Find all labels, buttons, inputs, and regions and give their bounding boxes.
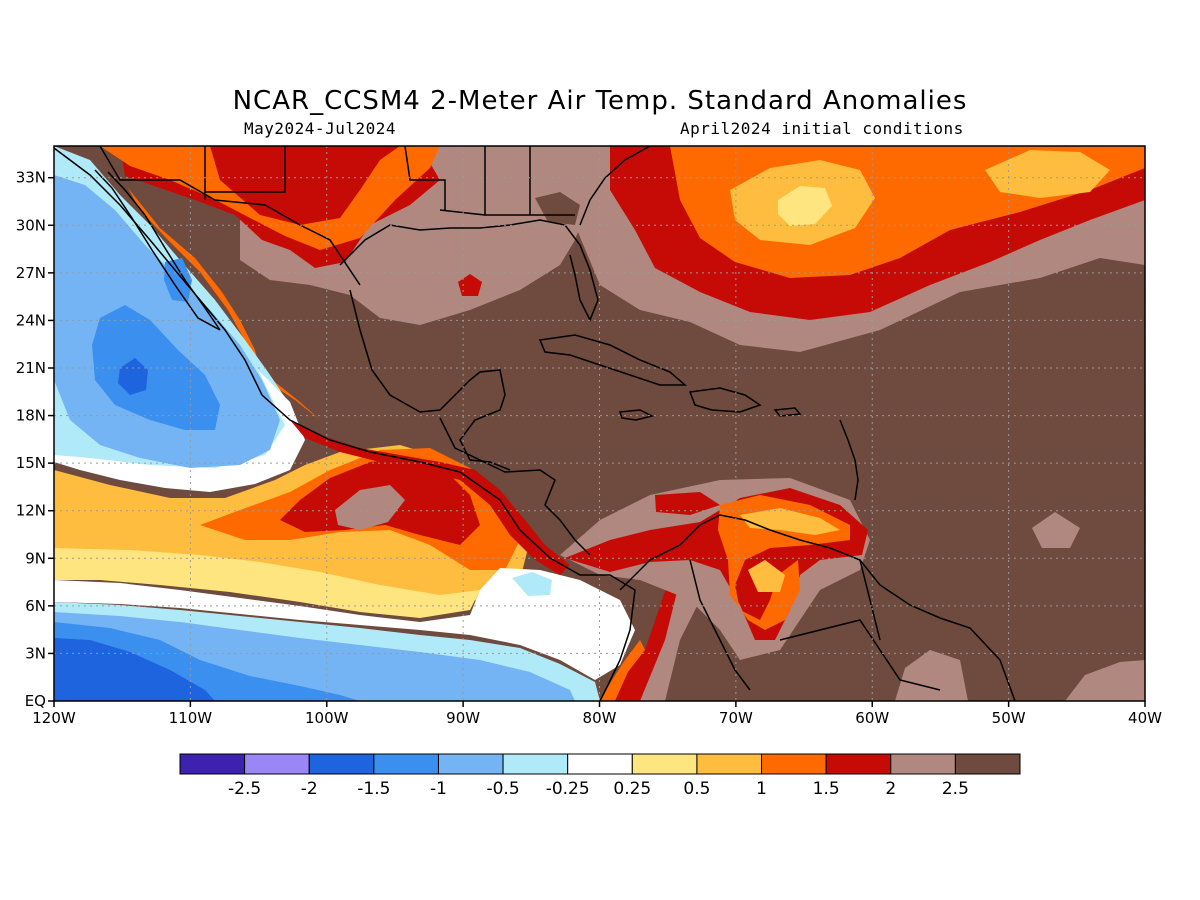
colorbar-label: -0.5 xyxy=(486,779,519,799)
forecast-period: May2024-Jul2024 xyxy=(244,119,396,138)
lat-tick-label: 3N xyxy=(25,644,46,662)
colorbar-swatch xyxy=(502,753,569,775)
nw-orange xyxy=(100,146,440,250)
colorbar-label: 0.5 xyxy=(683,779,710,799)
colorbar-label: 0.25 xyxy=(613,779,651,799)
lon-tick-label: 50W xyxy=(992,709,1026,727)
lat-tick-label: 9N xyxy=(25,549,46,567)
lon-tick-label: 80W xyxy=(583,709,617,727)
lon-tick-label: 110W xyxy=(169,709,213,727)
colorbar-label: -0.25 xyxy=(546,779,590,799)
colorbar-label: -2 xyxy=(301,779,318,799)
mexico-pacific-coast xyxy=(54,147,636,701)
lon-tick-label: 60W xyxy=(855,709,889,727)
cuba xyxy=(538,334,688,386)
guiana-light-brown xyxy=(895,512,1145,701)
lat-tick-label: 33N xyxy=(16,169,46,187)
colorbar-swatch xyxy=(437,753,504,775)
colombia-coast-warm xyxy=(600,640,645,701)
lon-tick-label: 120W xyxy=(32,709,76,727)
axis-ticks: 120W 110W 100W 90W 80W 70W 60W 50W 40W EQ 3N 6N 9N 12… xyxy=(16,169,1162,727)
lon-tick-label: 40W xyxy=(1128,709,1162,727)
colorbar-label: -1 xyxy=(430,779,447,799)
colorbar-swatch xyxy=(567,753,633,775)
lat-tick-label: EQ xyxy=(25,692,46,710)
gulf-red-spot xyxy=(458,274,482,296)
equator-white xyxy=(54,568,635,680)
lat-tick-label: 27N xyxy=(16,264,46,282)
hispaniola xyxy=(688,387,762,413)
pacific-deep-blue xyxy=(118,358,148,395)
lon-tick-label: 100W xyxy=(305,709,349,727)
colorbar-label: 2.5 xyxy=(942,779,969,799)
colorbar-label: 2 xyxy=(885,779,896,799)
colorbar: -2.5 -2 -1.5 -1 -0.5 -0.25 0.25 0.5 1 1.5 2 2.5 xyxy=(179,753,1021,799)
initial-conditions: April2024 initial conditions xyxy=(680,119,964,138)
etp-brown-core xyxy=(335,485,405,530)
lon-tick-label: 90W xyxy=(446,709,480,727)
lat-tick-label: 30N xyxy=(16,216,46,234)
equator-deep-blue xyxy=(54,638,215,701)
south-america-borders xyxy=(689,559,941,691)
us-gulf-coast xyxy=(339,219,599,322)
lat-tick-label: 24N xyxy=(16,311,46,329)
us-state-lines xyxy=(404,146,575,216)
colorbar-label: 1.5 xyxy=(813,779,840,799)
colorbar-label: -1.5 xyxy=(357,779,390,799)
colorbar-swatch xyxy=(825,753,892,775)
colorbar-swatch xyxy=(954,753,1021,775)
south-america-north-coast xyxy=(619,514,1016,701)
etp-light-yellow xyxy=(54,548,480,618)
us-atlantic-coast xyxy=(579,146,651,226)
atlantic-band-light-yellow xyxy=(778,186,832,226)
lat-tick-label: 12N xyxy=(16,502,46,520)
lon-tick-label: 70W xyxy=(719,709,753,727)
atlantic-band-yellow xyxy=(730,150,1110,245)
map-title: NCAR_CCSM4 2-Meter Air Temp. Standard An… xyxy=(232,86,968,116)
baja-california xyxy=(94,169,221,331)
colorbar-swatch xyxy=(308,753,375,775)
coastlines xyxy=(54,146,1016,701)
colorbar-swatch xyxy=(761,753,827,775)
colorbar-swatch xyxy=(631,753,698,775)
gulf-dark-patch xyxy=(535,192,580,225)
caribbean-yellow xyxy=(740,508,840,592)
colorbar-swatch xyxy=(373,753,439,775)
colorbar-label: -2.5 xyxy=(228,779,261,799)
gridlines xyxy=(54,146,1145,701)
central-america-borders xyxy=(439,417,591,556)
jamaica xyxy=(618,409,655,421)
lat-tick-label: 18N xyxy=(16,407,46,425)
lat-tick-label: 15N xyxy=(16,454,46,472)
panama-bight-light-blue xyxy=(512,572,552,596)
central-america-coast-red xyxy=(290,420,570,575)
lesser-antilles xyxy=(839,419,859,501)
colorbar-swatch xyxy=(890,753,956,775)
colorbar-swatch xyxy=(179,753,246,775)
baja-blue-patch xyxy=(164,258,192,302)
baja-coast-orange xyxy=(128,188,320,420)
colorbar-swatch xyxy=(696,753,763,775)
anomaly-field xyxy=(54,146,1145,701)
lat-tick-label: 21N xyxy=(16,359,46,377)
colorbar-label: 1 xyxy=(756,779,767,799)
puerto-rico xyxy=(773,407,802,417)
us-mexico-border xyxy=(99,146,361,286)
lat-tick-label: 6N xyxy=(25,597,46,615)
colorbar-swatch xyxy=(244,753,310,775)
